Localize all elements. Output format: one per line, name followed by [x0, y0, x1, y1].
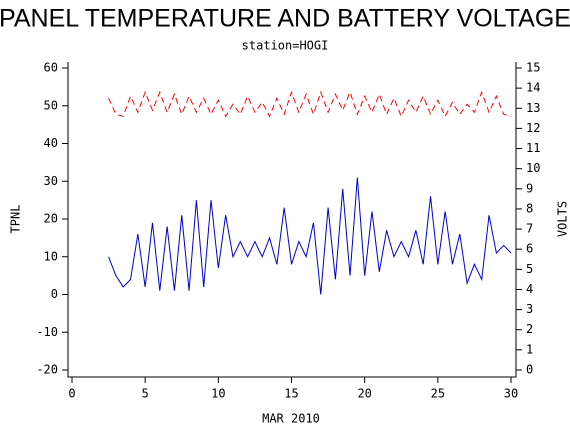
axis-frame	[67, 62, 517, 378]
y2-tick-label: 13	[526, 101, 540, 115]
x-tick-label: 5	[142, 387, 149, 401]
y-tick-label: 60	[44, 61, 58, 75]
chart-title: PANEL TEMPERATURE AND BATTERY VOLTAGE	[0, 5, 570, 33]
y2-tick-label: 5	[526, 262, 533, 276]
x-tick-label: 10	[211, 387, 225, 401]
y2-tick-label: 14	[526, 81, 540, 95]
y-tick-label: -10	[36, 325, 58, 339]
x-tick-label: 15	[284, 387, 298, 401]
y2-tick-label: 0	[526, 363, 533, 377]
y2-tick-label: 2	[526, 322, 533, 336]
x-tick-label: 25	[431, 387, 445, 401]
x-tick-label: 30	[504, 387, 518, 401]
y-tick-label: 10	[44, 249, 58, 263]
y-tick-label: 50	[44, 98, 58, 112]
y2-tick-label: 9	[526, 181, 533, 195]
y2-tick-label: 7	[526, 222, 533, 236]
y2-tick-label: 11	[526, 141, 540, 155]
y2-tick-label: 15	[526, 61, 540, 75]
y2-axis-label: VOLTS	[556, 201, 570, 237]
series-line	[108, 90, 512, 118]
y2-tick-label: 8	[526, 201, 533, 215]
x-tick-label: 0	[68, 387, 75, 401]
y-tick-label: 40	[44, 136, 58, 150]
y2-tick-label: 1	[526, 342, 533, 356]
series-line	[108, 177, 512, 295]
y-tick-label: 30	[44, 174, 58, 188]
y2-tick-label: 3	[526, 302, 533, 316]
y2-tick-label: 10	[526, 161, 540, 175]
y-axis-label: TPNL	[9, 205, 23, 234]
y-tick-label: -20	[36, 363, 58, 377]
chart-subtitle: station=HOGI	[242, 39, 329, 53]
x-axis-label: MAR 2010	[262, 412, 320, 426]
y-tick-label: 0	[51, 287, 58, 301]
y2-tick-label: 4	[526, 282, 533, 296]
x-tick-label: 20	[357, 387, 371, 401]
y2-tick-label: 6	[526, 242, 533, 256]
y2-tick-label: 12	[526, 121, 540, 135]
y-tick-label: 20	[44, 212, 58, 226]
